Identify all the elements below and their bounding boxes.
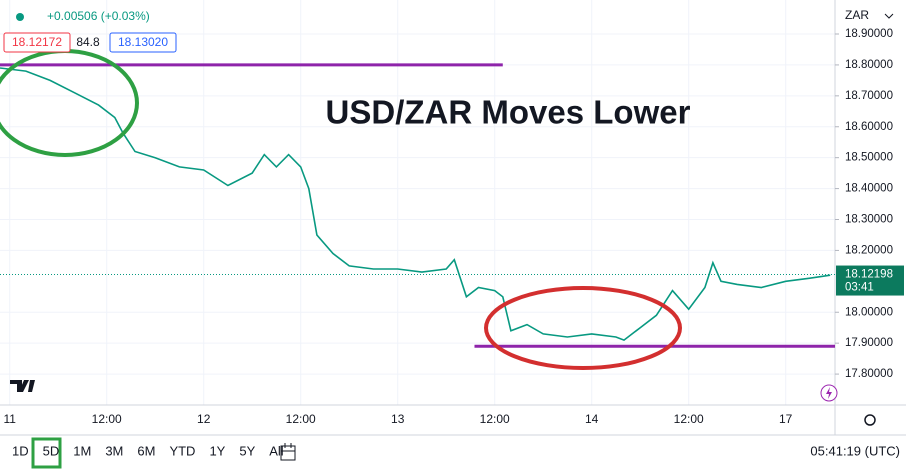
y-tick-label: 18.70000 bbox=[845, 90, 893, 102]
status-dot bbox=[16, 13, 24, 21]
x-tick-label: 12:00 bbox=[480, 412, 510, 426]
last-price-box bbox=[836, 265, 904, 296]
range-button[interactable]: 1Y bbox=[209, 443, 225, 458]
y-tick-label: 18.80000 bbox=[845, 59, 893, 71]
selected-range-highlight bbox=[31, 437, 62, 469]
ask: 18.13020 bbox=[118, 35, 168, 49]
x-tick-label: 14 bbox=[585, 412, 599, 426]
range-button[interactable]: 5D bbox=[43, 443, 60, 458]
chart-title: USD/ZAR Moves Lower bbox=[326, 94, 691, 131]
countdown: 03:41 bbox=[845, 282, 874, 294]
range-button[interactable]: YTD bbox=[169, 443, 195, 458]
x-tick-label: 17 bbox=[779, 412, 793, 426]
x-tick-label: 12 bbox=[197, 412, 211, 426]
currency: ZAR bbox=[845, 8, 869, 22]
clock: 05:41:19 (UTC) bbox=[810, 443, 900, 458]
y-tick-label: 17.80000 bbox=[845, 368, 893, 380]
last-price-label: 18.12198 bbox=[845, 269, 893, 281]
range-button[interactable]: 3M bbox=[105, 443, 123, 458]
range-button[interactable]: 1M bbox=[73, 443, 91, 458]
ask-box[interactable] bbox=[109, 32, 177, 53]
logo bbox=[10, 380, 35, 392]
plot bbox=[0, 63, 835, 348]
settings-icon[interactable] bbox=[864, 414, 876, 426]
x-tick-label: 13 bbox=[391, 412, 405, 426]
highlight-ellipse bbox=[484, 286, 682, 370]
lightning-glyph bbox=[826, 387, 832, 399]
y-tick-label: 18.40000 bbox=[845, 183, 893, 195]
price-line bbox=[0, 67, 831, 342]
range-button[interactable]: 1D bbox=[12, 443, 29, 458]
range-button[interactable]: 5Y bbox=[239, 443, 255, 458]
y-tick-label: 18.00000 bbox=[845, 306, 893, 318]
calendar-icon[interactable] bbox=[280, 443, 296, 461]
x-tick-label: 12:00 bbox=[92, 412, 122, 426]
y-tick-label: 18.90000 bbox=[845, 28, 893, 40]
change: +0.00506 (+0.03%) bbox=[47, 9, 150, 23]
bid-box[interactable] bbox=[3, 32, 71, 53]
x-tick-label: 11 bbox=[3, 412, 16, 426]
x-tick-label: 12:00 bbox=[286, 412, 316, 426]
x-tick-label: 12:00 bbox=[674, 412, 704, 426]
y-tick-label: 18.30000 bbox=[845, 214, 893, 226]
y-tick-label: 17.90000 bbox=[845, 337, 893, 349]
y-tick-label: 18.50000 bbox=[845, 152, 893, 164]
bid: 18.12172 bbox=[12, 35, 62, 49]
y-tick-label: 18.60000 bbox=[845, 121, 893, 133]
spread: 84.8 bbox=[76, 35, 100, 49]
y-tick-label: 18.20000 bbox=[845, 244, 893, 256]
dropdown-icon[interactable] bbox=[884, 13, 894, 19]
range-button[interactable]: All bbox=[269, 443, 284, 458]
range-button[interactable]: 6M bbox=[137, 443, 155, 458]
